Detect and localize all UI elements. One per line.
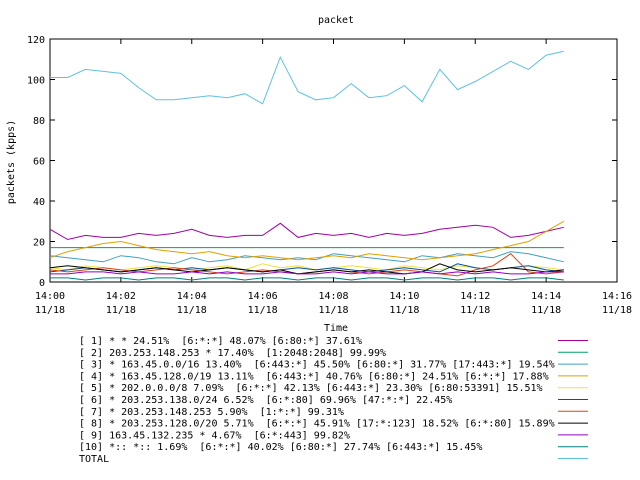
x-tick-label-date: 11/18 bbox=[177, 305, 207, 316]
x-tick-label-date: 11/18 bbox=[460, 305, 490, 316]
x-tick-label-time: 14:06 bbox=[248, 291, 278, 302]
series-line-8 bbox=[49, 263, 564, 275]
x-tick-label-date: 11/18 bbox=[318, 305, 348, 316]
series-line-3 bbox=[49, 251, 564, 265]
series-line-1 bbox=[49, 222, 564, 241]
x-tick-label-time: 14:14 bbox=[531, 291, 561, 302]
legend-label: [ 4] * 163.45.128.0/19 13.11% [6:443:*] … bbox=[79, 371, 549, 382]
series-lines bbox=[49, 50, 565, 281]
legend-label: [ 5] * 202.0.0.0/8 7.09% [6:*:*] 42.13% … bbox=[79, 383, 543, 394]
x-axis: 14:00 11/18 14:02 11/18 14:04 11/18 14:06 11/18… bbox=[35, 39, 632, 316]
x-tick-label-time: 14:08 bbox=[318, 291, 348, 302]
legend-label: TOTAL bbox=[79, 454, 109, 465]
x-tick-label-time: 14:10 bbox=[389, 291, 419, 302]
chart-title: packet bbox=[318, 15, 354, 26]
series-line-4 bbox=[49, 220, 565, 261]
y-tick-label: 100 bbox=[27, 76, 45, 87]
x-tick-label-date: 11/18 bbox=[35, 305, 65, 316]
y-tick-label: 0 bbox=[39, 278, 45, 289]
x-tick-label-time: 14:04 bbox=[177, 291, 207, 302]
y-axis: 0 20 40 60 80 100 120 bbox=[27, 35, 617, 289]
legend-label: [ 7] * 203.253.148.253 5.90% [1:*:*] 99.… bbox=[79, 407, 344, 418]
plot-area-frame bbox=[49, 38, 618, 283]
y-tick-label: 80 bbox=[33, 116, 45, 127]
y-tick-label: 60 bbox=[33, 157, 45, 168]
y-tick-label: 20 bbox=[33, 238, 45, 249]
y-tick-label: 120 bbox=[27, 35, 45, 46]
series-line-11 bbox=[50, 50, 564, 105]
legend-label: [ 9] 163.45.132.235 * 4.67% [6:*:443] 99… bbox=[79, 430, 350, 441]
x-tick-label-date: 11/18 bbox=[248, 305, 278, 316]
legend-label: [ 3] * 163.45.0.0/16 13.40% [6:443:*] 45… bbox=[79, 360, 555, 371]
legend-label: [10] *:: *:: 1.69% [6:*:*] 40.02% [6:80:… bbox=[79, 442, 482, 453]
x-tick-label-time: 14:02 bbox=[106, 291, 136, 302]
x-tick-label-date: 11/18 bbox=[531, 305, 561, 316]
x-tick-label-date: 11/18 bbox=[602, 305, 632, 316]
legend-label: [ 1] * * 24.51% [6:*:*] 48.07% [6:80:*] … bbox=[79, 336, 362, 347]
legend-label: [ 6] * 203.253.138.0/24 6.52% [6:*:80] 6… bbox=[79, 395, 452, 406]
y-axis-label: packets (kpps) bbox=[6, 120, 17, 204]
legend-label: [ 2] 203.253.148.253 * 17.40% [1:2048:20… bbox=[79, 348, 386, 359]
series-line-9 bbox=[50, 271, 564, 275]
x-tick-label-time: 14:16 bbox=[602, 291, 632, 302]
legend-label: [ 8] * 203.253.128.0/20 5.71% [6:*:*] 45… bbox=[79, 419, 555, 430]
legend: [ 1] * * 24.51% [6:*:*] 48.07% [6:80:*] … bbox=[79, 336, 588, 465]
x-tick-label-date: 11/18 bbox=[106, 305, 136, 316]
x-tick-label-date: 11/18 bbox=[389, 305, 419, 316]
y-tick-label: 40 bbox=[33, 197, 45, 208]
x-axis-label: Time bbox=[324, 323, 348, 334]
x-tick-label-time: 14:00 bbox=[35, 291, 65, 302]
x-tick-label-time: 14:12 bbox=[460, 291, 490, 302]
series-line-10 bbox=[50, 277, 564, 281]
